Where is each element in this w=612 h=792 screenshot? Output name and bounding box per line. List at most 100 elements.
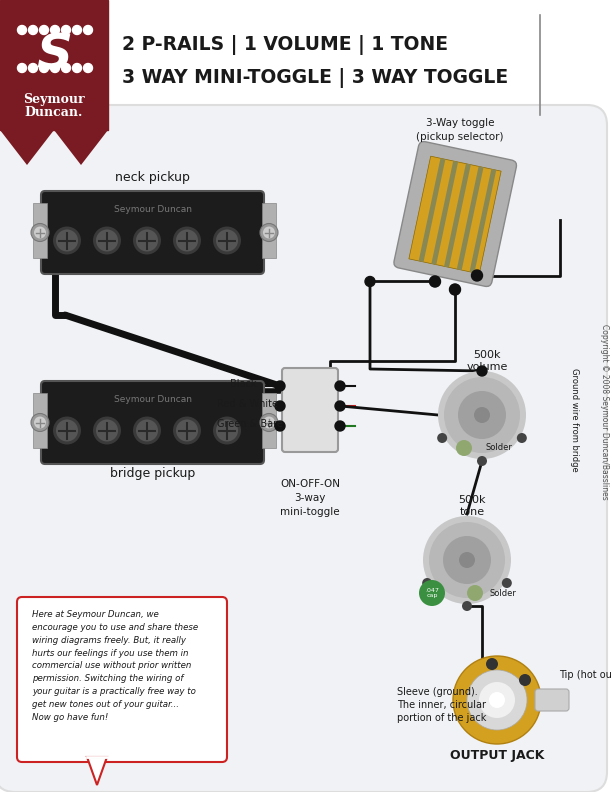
Circle shape: [173, 227, 201, 254]
Text: Sleeve (ground).: Sleeve (ground).: [397, 687, 478, 697]
Circle shape: [450, 284, 460, 295]
Circle shape: [422, 578, 432, 588]
Circle shape: [335, 401, 345, 411]
Text: Red & White: Red & White: [217, 399, 278, 409]
Circle shape: [429, 522, 505, 598]
Circle shape: [29, 63, 37, 73]
Text: (pickup selector): (pickup selector): [416, 131, 504, 142]
Text: Ground wire from bridge: Ground wire from bridge: [570, 368, 580, 472]
Text: Tip (hot output): Tip (hot output): [559, 670, 612, 680]
Circle shape: [449, 284, 460, 295]
Circle shape: [136, 230, 158, 252]
FancyBboxPatch shape: [41, 381, 264, 464]
Text: tone: tone: [460, 507, 485, 517]
Circle shape: [489, 692, 505, 708]
Circle shape: [72, 25, 81, 35]
Circle shape: [34, 417, 46, 428]
Circle shape: [458, 391, 506, 439]
Circle shape: [56, 420, 78, 441]
Circle shape: [213, 417, 241, 444]
Circle shape: [462, 601, 472, 611]
Circle shape: [40, 63, 48, 73]
Circle shape: [471, 270, 482, 281]
Circle shape: [335, 381, 345, 391]
Text: Duncan.: Duncan.: [25, 106, 83, 120]
Circle shape: [456, 440, 472, 456]
Circle shape: [61, 25, 70, 35]
Text: 500k: 500k: [473, 350, 501, 360]
Circle shape: [430, 276, 440, 287]
Text: volume: volume: [466, 362, 508, 372]
Circle shape: [40, 25, 48, 35]
Circle shape: [83, 63, 92, 73]
Polygon shape: [0, 130, 54, 165]
Circle shape: [31, 413, 49, 432]
Circle shape: [34, 227, 46, 238]
Bar: [0, 0, 108, 130]
Text: 3 WAY MINI-TOGGLE | 3 WAY TOGGLE: 3 WAY MINI-TOGGLE | 3 WAY TOGGLE: [122, 68, 508, 88]
Text: S: S: [36, 31, 72, 79]
Circle shape: [459, 552, 475, 568]
Circle shape: [133, 227, 161, 254]
Circle shape: [437, 433, 447, 443]
Circle shape: [467, 670, 527, 730]
Circle shape: [519, 674, 531, 686]
Circle shape: [53, 227, 81, 254]
Text: .047
cap: .047 cap: [425, 588, 439, 599]
Bar: [444, 164, 471, 268]
Text: Here at Seymour Duncan, we
encourage you to use and share these
wiring diagrams : Here at Seymour Duncan, we encourage you…: [32, 610, 198, 722]
Circle shape: [83, 25, 92, 35]
Circle shape: [176, 420, 198, 441]
Circle shape: [419, 580, 445, 606]
Circle shape: [136, 420, 158, 441]
Circle shape: [176, 230, 198, 252]
Text: Solder: Solder: [486, 444, 513, 452]
FancyBboxPatch shape: [17, 597, 227, 762]
Circle shape: [51, 25, 59, 35]
Circle shape: [275, 381, 285, 391]
Circle shape: [430, 276, 441, 287]
Circle shape: [216, 230, 238, 252]
Circle shape: [486, 658, 498, 670]
Text: 500k: 500k: [458, 495, 486, 505]
Bar: [457, 166, 483, 270]
Circle shape: [502, 578, 512, 588]
Circle shape: [56, 230, 78, 252]
FancyBboxPatch shape: [41, 191, 264, 274]
Text: ON-OFF-ON
3-way
mini-toggle: ON-OFF-ON 3-way mini-toggle: [280, 479, 340, 517]
FancyBboxPatch shape: [394, 142, 517, 287]
Circle shape: [474, 407, 490, 423]
Circle shape: [18, 63, 26, 73]
Circle shape: [72, 63, 81, 73]
Bar: [409, 156, 501, 274]
Circle shape: [31, 223, 49, 242]
Bar: [419, 158, 446, 262]
Text: Copyright © 2008 Seymour Duncan/Basslines: Copyright © 2008 Seymour Duncan/Bassline…: [600, 324, 608, 500]
Circle shape: [453, 656, 541, 744]
Circle shape: [444, 377, 520, 453]
Bar: [33, 393, 47, 448]
Circle shape: [477, 456, 487, 466]
FancyBboxPatch shape: [282, 368, 338, 452]
Circle shape: [479, 682, 515, 718]
Circle shape: [365, 276, 375, 287]
Bar: [469, 169, 496, 272]
Text: 3-Way toggle: 3-Way toggle: [426, 117, 494, 128]
Circle shape: [260, 413, 278, 432]
Bar: [0, 120, 612, 792]
Text: The inner, circular: The inner, circular: [397, 700, 486, 710]
Circle shape: [216, 420, 238, 441]
Text: Black: Black: [230, 379, 256, 389]
Text: Solder: Solder: [489, 588, 516, 597]
Circle shape: [263, 227, 275, 238]
Circle shape: [96, 420, 118, 441]
Circle shape: [61, 63, 70, 73]
Circle shape: [93, 417, 121, 444]
Circle shape: [51, 63, 59, 73]
Circle shape: [275, 421, 285, 431]
Circle shape: [275, 401, 285, 411]
Circle shape: [213, 227, 241, 254]
Circle shape: [133, 417, 161, 444]
Circle shape: [18, 25, 26, 35]
Text: neck pickup: neck pickup: [115, 170, 190, 184]
